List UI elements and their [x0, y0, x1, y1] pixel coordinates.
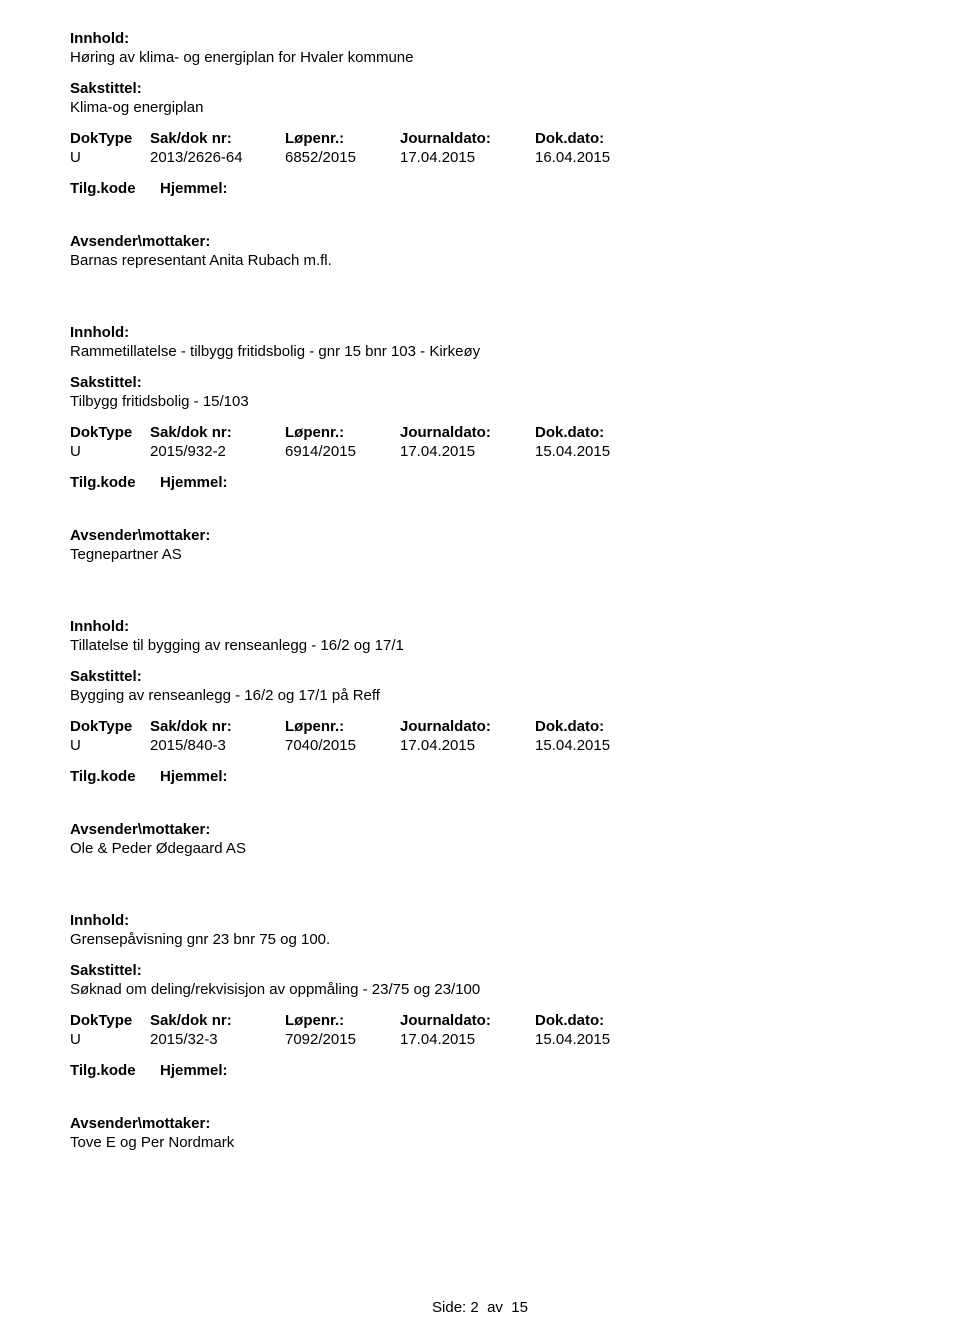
- tilgkode-label: Tilg.kode: [70, 1062, 160, 1079]
- journaldato-header: Journaldato:: [400, 718, 535, 735]
- sakstittel-label: Sakstittel:: [70, 80, 890, 97]
- lopenr-header: Løpenr.:: [285, 1012, 400, 1029]
- innhold-value: Rammetillatelse - tilbygg fritidsbolig -…: [70, 343, 890, 360]
- journal-entry: Innhold: Høring av klima- og energiplan …: [70, 30, 890, 269]
- page: Innhold: Høring av klima- og energiplan …: [0, 0, 960, 1334]
- tilgkode-label: Tilg.kode: [70, 768, 160, 785]
- doktype-value: U: [70, 1031, 150, 1048]
- journaldato-value: 17.04.2015: [400, 1031, 535, 1048]
- dokdato-value: 16.04.2015: [535, 149, 670, 166]
- row-header: DokType Sak/dok nr: Løpenr.: Journaldato…: [70, 718, 890, 735]
- avsender-label: Avsender\mottaker:: [70, 1115, 890, 1132]
- hjemmel-label: Hjemmel:: [160, 180, 228, 197]
- doktype-value: U: [70, 443, 150, 460]
- avsender-label: Avsender\mottaker:: [70, 821, 890, 838]
- avsender-value: Ole & Peder Ødegaard AS: [70, 840, 890, 857]
- footer-av: av: [487, 1299, 503, 1316]
- row-header: DokType Sak/dok nr: Løpenr.: Journaldato…: [70, 1012, 890, 1029]
- hjemmel-label: Hjemmel:: [160, 768, 228, 785]
- doktype-header: DokType: [70, 130, 150, 147]
- row-data: U 2015/32-3 7092/2015 17.04.2015 15.04.2…: [70, 1031, 890, 1048]
- row-data: U 2015/932-2 6914/2015 17.04.2015 15.04.…: [70, 443, 890, 460]
- dokdato-header: Dok.dato:: [535, 424, 670, 441]
- tilgkode-label: Tilg.kode: [70, 474, 160, 491]
- innhold-value: Tillatelse til bygging av renseanlegg - …: [70, 637, 890, 654]
- sakdok-value: 2013/2626-64: [150, 149, 285, 166]
- tilg-row: Tilg.kode Hjemmel:: [70, 768, 890, 785]
- doktype-header: DokType: [70, 718, 150, 735]
- doktype-header: DokType: [70, 424, 150, 441]
- journal-entry: Innhold: Tillatelse til bygging av rense…: [70, 618, 890, 857]
- journal-entry: Innhold: Grensepåvisning gnr 23 bnr 75 o…: [70, 912, 890, 1151]
- journaldato-header: Journaldato:: [400, 1012, 535, 1029]
- dokdato-header: Dok.dato:: [535, 1012, 670, 1029]
- sakdok-value: 2015/932-2: [150, 443, 285, 460]
- tilg-row: Tilg.kode Hjemmel:: [70, 1062, 890, 1079]
- dokdato-value: 15.04.2015: [535, 443, 670, 460]
- sakdok-header: Sak/dok nr:: [150, 718, 285, 735]
- sakstittel-label: Sakstittel:: [70, 374, 890, 391]
- row-header: DokType Sak/dok nr: Løpenr.: Journaldato…: [70, 424, 890, 441]
- dokdato-value: 15.04.2015: [535, 1031, 670, 1048]
- sakstittel-value: Tilbygg fritidsbolig - 15/103: [70, 393, 890, 410]
- lopenr-value: 7040/2015: [285, 737, 400, 754]
- sakstittel-value: Klima-og energiplan: [70, 99, 890, 116]
- sakdok-value: 2015/840-3: [150, 737, 285, 754]
- doktype-header: DokType: [70, 1012, 150, 1029]
- journal-entry: Innhold: Rammetillatelse - tilbygg friti…: [70, 324, 890, 563]
- innhold-value: Høring av klima- og energiplan for Hvale…: [70, 49, 890, 66]
- sakdok-header: Sak/dok nr:: [150, 424, 285, 441]
- avsender-value: Barnas representant Anita Rubach m.fl.: [70, 252, 890, 269]
- sakstittel-label: Sakstittel:: [70, 962, 890, 979]
- tilg-row: Tilg.kode Hjemmel:: [70, 180, 890, 197]
- lopenr-header: Løpenr.:: [285, 424, 400, 441]
- tilgkode-label: Tilg.kode: [70, 180, 160, 197]
- innhold-label: Innhold:: [70, 324, 890, 341]
- entries-container: Innhold: Høring av klima- og energiplan …: [70, 30, 890, 1151]
- lopenr-header: Løpenr.:: [285, 718, 400, 735]
- sakstittel-value: Bygging av renseanlegg - 16/2 og 17/1 på…: [70, 687, 890, 704]
- footer-total: 15: [511, 1299, 528, 1316]
- lopenr-value: 6914/2015: [285, 443, 400, 460]
- journaldato-header: Journaldato:: [400, 130, 535, 147]
- journaldato-value: 17.04.2015: [400, 443, 535, 460]
- footer-page: 2: [470, 1299, 478, 1316]
- row-header: DokType Sak/dok nr: Løpenr.: Journaldato…: [70, 130, 890, 147]
- dokdato-header: Dok.dato:: [535, 718, 670, 735]
- avsender-label: Avsender\mottaker:: [70, 527, 890, 544]
- sakdok-value: 2015/32-3: [150, 1031, 285, 1048]
- tilg-row: Tilg.kode Hjemmel:: [70, 474, 890, 491]
- journaldato-value: 17.04.2015: [400, 149, 535, 166]
- avsender-label: Avsender\mottaker:: [70, 233, 890, 250]
- innhold-value: Grensepåvisning gnr 23 bnr 75 og 100.: [70, 931, 890, 948]
- sakstittel-value: Søknad om deling/rekvisisjon av oppmålin…: [70, 981, 890, 998]
- footer-side-label: Side:: [432, 1299, 466, 1316]
- innhold-label: Innhold:: [70, 618, 890, 635]
- doktype-value: U: [70, 737, 150, 754]
- innhold-label: Innhold:: [70, 912, 890, 929]
- lopenr-value: 7092/2015: [285, 1031, 400, 1048]
- avsender-value: Tegnepartner AS: [70, 546, 890, 563]
- dokdato-value: 15.04.2015: [535, 737, 670, 754]
- sakstittel-label: Sakstittel:: [70, 668, 890, 685]
- page-footer: Side: 2 av 15: [0, 1299, 960, 1316]
- journaldato-value: 17.04.2015: [400, 737, 535, 754]
- avsender-value: Tove E og Per Nordmark: [70, 1134, 890, 1151]
- hjemmel-label: Hjemmel:: [160, 474, 228, 491]
- sakdok-header: Sak/dok nr:: [150, 130, 285, 147]
- sakdok-header: Sak/dok nr:: [150, 1012, 285, 1029]
- row-data: U 2013/2626-64 6852/2015 17.04.2015 16.0…: [70, 149, 890, 166]
- lopenr-value: 6852/2015: [285, 149, 400, 166]
- lopenr-header: Løpenr.:: [285, 130, 400, 147]
- dokdato-header: Dok.dato:: [535, 130, 670, 147]
- doktype-value: U: [70, 149, 150, 166]
- hjemmel-label: Hjemmel:: [160, 1062, 228, 1079]
- innhold-label: Innhold:: [70, 30, 890, 47]
- row-data: U 2015/840-3 7040/2015 17.04.2015 15.04.…: [70, 737, 890, 754]
- journaldato-header: Journaldato:: [400, 424, 535, 441]
